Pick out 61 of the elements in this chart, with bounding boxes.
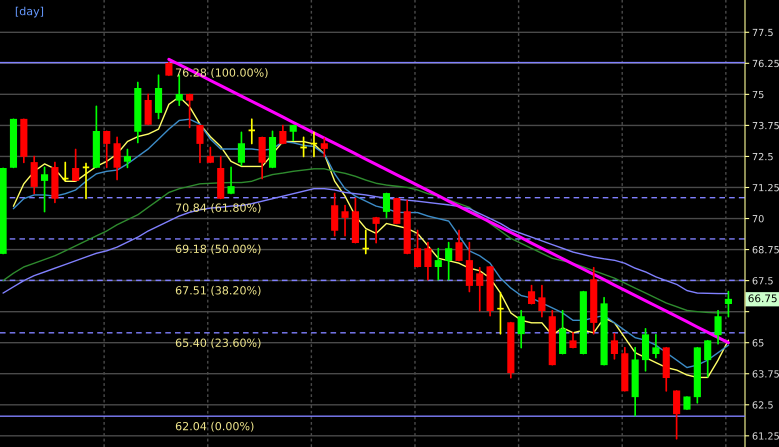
- line-series: [2, 168, 730, 314]
- candlestick: [518, 310, 525, 348]
- candlestick: [61, 162, 70, 182]
- candlestick: [114, 136, 121, 180]
- candlestick: [238, 132, 245, 166]
- candlestick: [538, 284, 546, 318]
- candlestick: [528, 284, 536, 305]
- candlestick: [610, 332, 618, 360]
- ref-line-label: 62.04 (0.00%): [176, 422, 254, 432]
- candlestick: [186, 94, 194, 128]
- candlestick: [652, 334, 660, 358]
- ref-line-label: 67.51 (38.20%): [176, 286, 260, 296]
- candlestick: [382, 192, 390, 218]
- candlestick: [714, 310, 722, 345]
- y-tick-label: 71.25: [752, 184, 779, 192]
- candlestick: [206, 146, 214, 164]
- candlestick: [476, 266, 484, 312]
- y-tick-label: 65: [752, 339, 764, 347]
- candlestick: [40, 166, 48, 212]
- ref-line-label: 69.18 (50.00%): [176, 244, 260, 254]
- candlestick: [424, 242, 432, 280]
- candlestick: [290, 124, 297, 142]
- candlestick: [414, 230, 422, 268]
- y-tick-label: 76.25: [752, 60, 779, 68]
- y-tick-label: 75: [752, 90, 764, 98]
- y-tick-label: 70: [752, 215, 764, 222]
- candlestick: [248, 118, 256, 144]
- y-tick-label: 67.5: [752, 277, 773, 284]
- candlestick: [673, 390, 680, 440]
- candlestick: [165, 62, 172, 76]
- candlestick: [362, 230, 370, 254]
- text: [day]: [16, 6, 44, 18]
- candlestick: [103, 130, 110, 168]
- y-tick-label: 73.75: [752, 122, 779, 130]
- candlestick: [724, 290, 732, 318]
- y-tick-label: 62.5: [752, 401, 773, 409]
- candlestick: [124, 148, 132, 168]
- candlestick: [228, 166, 235, 194]
- y-tick-label: 63.75: [752, 370, 779, 378]
- candlestick: [683, 396, 691, 410]
- candlestick: [300, 136, 308, 158]
- y-tick-label: 77.5: [752, 28, 773, 36]
- candlestick: [82, 162, 90, 200]
- candlestick: [569, 332, 577, 348]
- y-tick-label: 72.5: [752, 152, 773, 160]
- candlestick: [196, 124, 204, 164]
- candlestick: [320, 137, 328, 158]
- candlestick: [704, 340, 712, 378]
- annotation: 66.75: [748, 294, 777, 302]
- candlestick: [279, 124, 286, 144]
- candlestick: [434, 248, 442, 280]
- candlestick: [445, 242, 452, 280]
- candlestick: [341, 204, 349, 237]
- ref-line-label: 65.40 (23.60%): [176, 338, 260, 348]
- candlestick: [496, 292, 505, 335]
- y-tick-label: 68.75: [752, 246, 779, 254]
- candlestick: [310, 132, 318, 158]
- candlestick: [455, 230, 463, 262]
- candlestick: [72, 148, 80, 182]
- candlestick: [372, 216, 380, 244]
- y-tick-label: 61.25: [752, 432, 779, 440]
